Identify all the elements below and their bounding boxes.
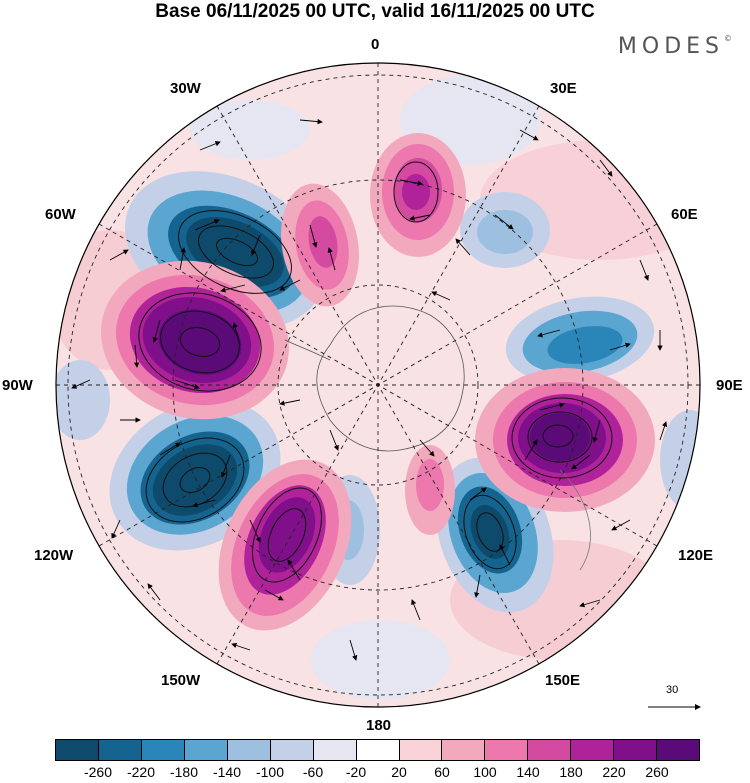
- map-title: Base 06/11/2025 00 UTC, valid 16/11/2025…: [155, 1, 595, 22]
- colorbar-swatch: [614, 740, 658, 760]
- lon-label-60e: 60E: [671, 206, 698, 223]
- colorbar-swatch: [56, 740, 99, 760]
- lon-label-150w: 150W: [161, 672, 201, 689]
- lon-label-30w: 30W: [170, 80, 201, 97]
- field-light-grey: [660, 410, 700, 510]
- lon-label-180: 180: [366, 717, 392, 734]
- colorbar: [55, 739, 700, 761]
- colorbar-swatch: [141, 740, 185, 760]
- lon-label-60w: 60W: [45, 206, 76, 223]
- field-light-grey: [310, 620, 450, 700]
- colorbar-swatch: [657, 740, 700, 760]
- lon-label-120w: 120W: [34, 547, 74, 564]
- colorbar-tick-label: -100: [255, 764, 285, 780]
- colorbar-tick-label: -220: [126, 764, 156, 780]
- map-field: [56, 63, 700, 707]
- anomaly-high-15e: [370, 133, 466, 257]
- colorbar-swatch: [313, 740, 357, 760]
- lon-label-0: 0: [371, 36, 380, 53]
- lon-label-30e: 30E: [550, 80, 577, 97]
- colorbar-tick-label: 60: [434, 764, 450, 780]
- colorbar-tick-label: -60: [302, 764, 324, 780]
- map-border: [55, 62, 701, 708]
- colorbar-swatch: [442, 740, 486, 760]
- colorbar-tick-label: -180: [169, 764, 199, 780]
- anomaly-low-50e: [460, 192, 550, 268]
- reference-vector-label: 30: [666, 684, 679, 696]
- brand-text: MODES: [617, 34, 724, 59]
- colorbar-ticks: -260 -220 -180 -140 -100 -60 -20 20 60 100 140 180 2…: [55, 764, 700, 782]
- colorbar-tick-label: 180: [559, 764, 583, 780]
- colorbar-swatch: [184, 740, 228, 760]
- colorbar-tick-label: 260: [645, 764, 669, 780]
- continent-coast: [559, 469, 591, 571]
- colorbar-tick-label: -260: [83, 764, 113, 780]
- colorbar-swatch: [399, 740, 443, 760]
- brand-mark: ©: [724, 34, 732, 43]
- colorbar-tick-label: -20: [345, 764, 367, 780]
- colorbar-swatch: [571, 740, 615, 760]
- colorbar-tick-label: 20: [391, 764, 407, 780]
- colorbar-tick-label: 220: [602, 764, 626, 780]
- wind-vectors: [71, 118, 668, 661]
- colorbar-swatch: [98, 740, 142, 760]
- colorbar-swatch: [270, 740, 314, 760]
- modes-logo: MODES©: [618, 34, 732, 59]
- colorbar-tick-label: 140: [516, 764, 540, 780]
- colorbar-swatch: [356, 740, 400, 760]
- anomaly-high-100e: [475, 368, 655, 512]
- field-light-grey: [56, 360, 110, 440]
- colorbar-tick-label: 100: [473, 764, 497, 780]
- lon-label-120e: 120E: [678, 547, 714, 564]
- antarctica-coast: [316, 305, 465, 452]
- field-light-grey: [190, 100, 310, 160]
- colorbar-swatch: [227, 740, 271, 760]
- colorbar-tick-label: -140: [212, 764, 242, 780]
- lon-label-90e: 90E: [716, 377, 743, 394]
- antarctic-peninsula: [284, 339, 331, 361]
- anomaly-high-20w: [281, 183, 359, 307]
- lon-label-150e: 150E: [545, 672, 581, 689]
- anomaly-high-170e: [405, 445, 455, 535]
- contours: [138, 161, 613, 583]
- colorbar-swatch: [485, 740, 529, 760]
- lon-label-90w: 90W: [2, 377, 33, 394]
- anomaly-low-80e: [505, 296, 655, 384]
- colorbar-swatch: [528, 740, 572, 760]
